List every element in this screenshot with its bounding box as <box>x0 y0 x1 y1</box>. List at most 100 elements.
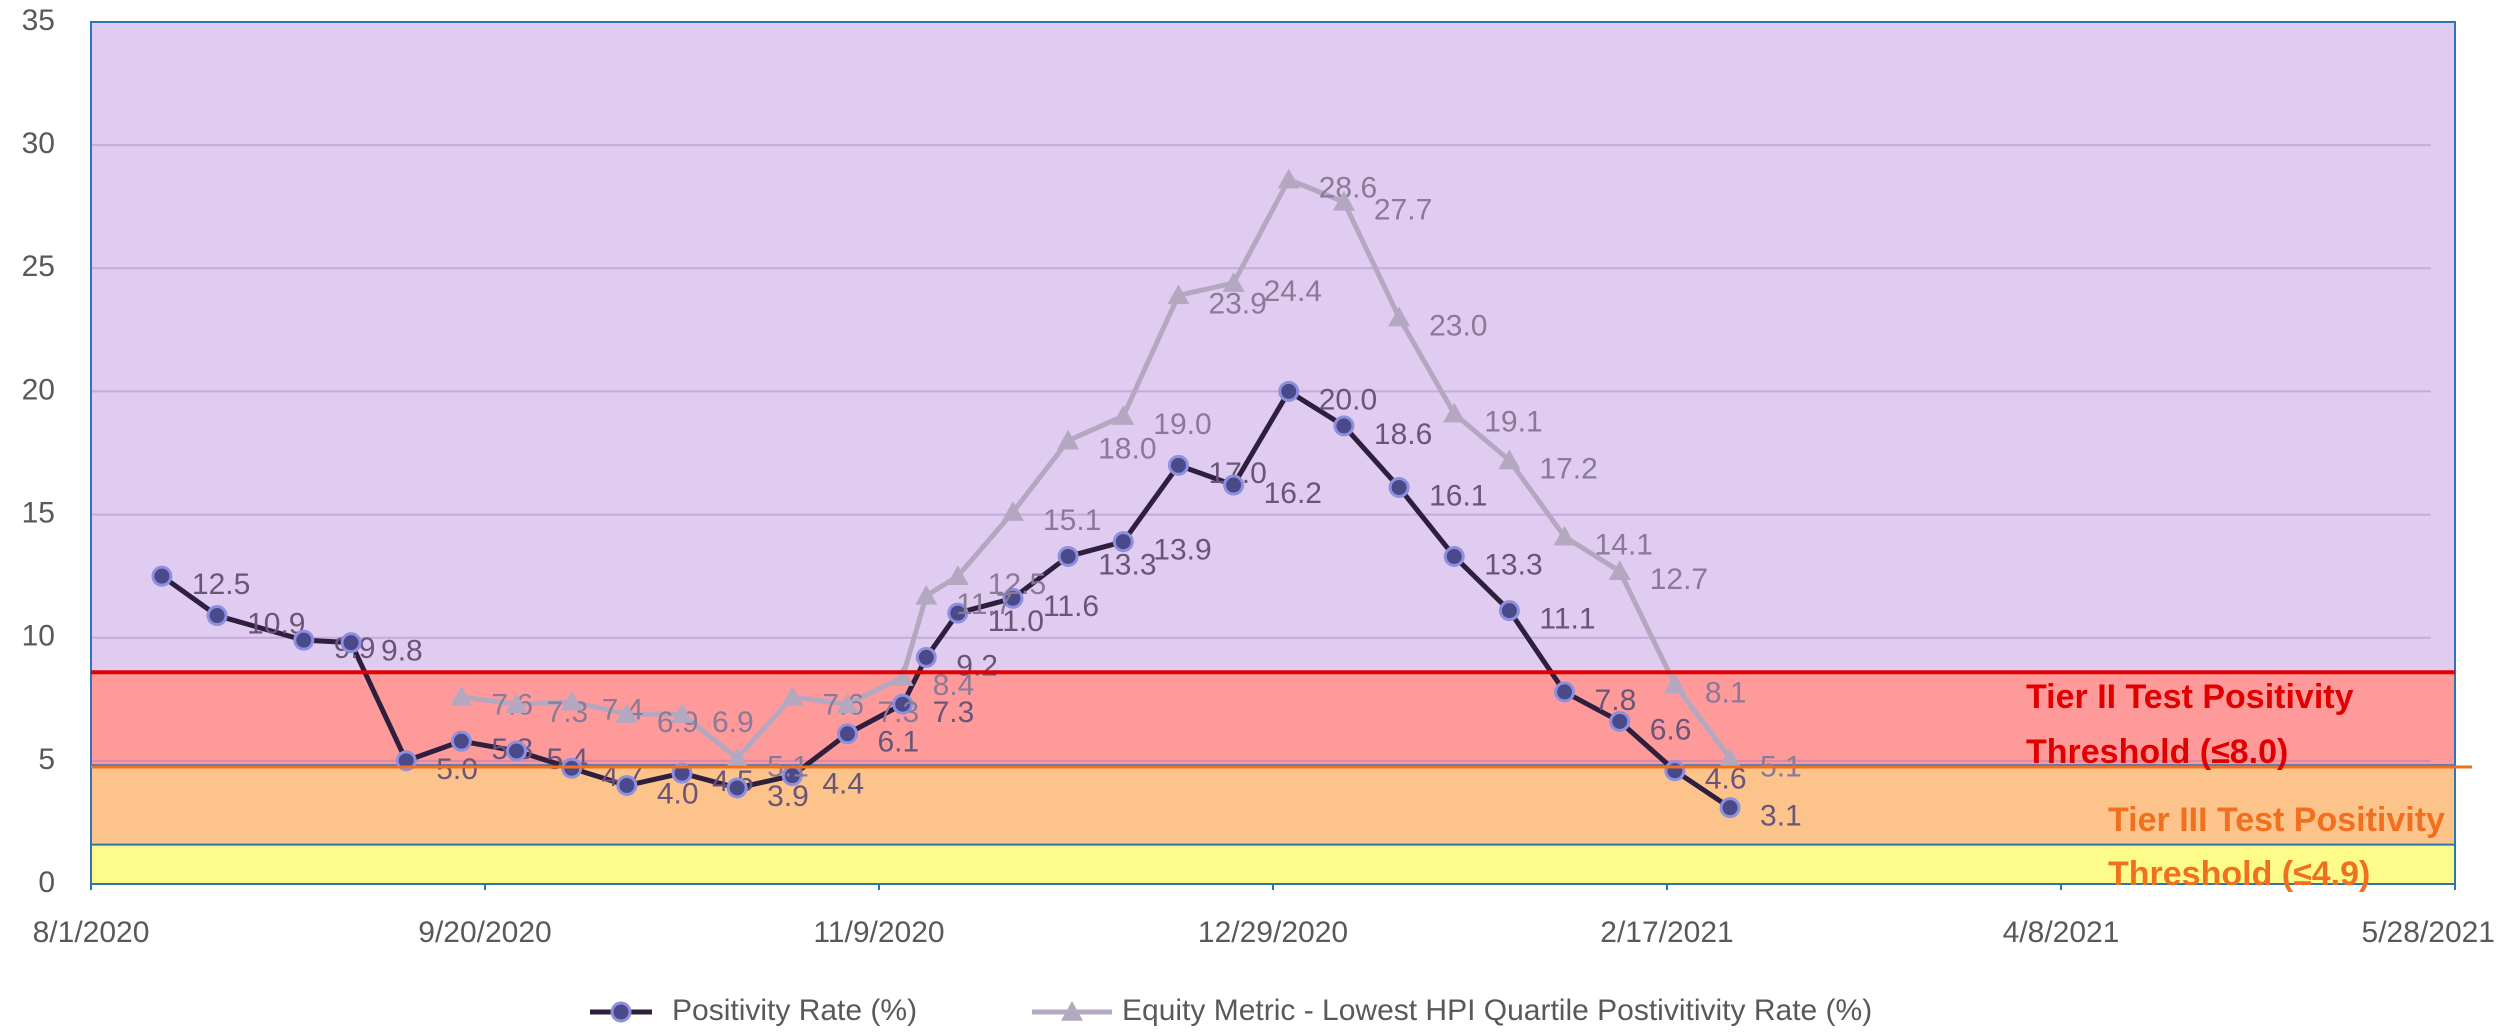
threshold-annotation: Threshold (≤8.0) <box>2026 733 2288 771</box>
data-label: 18.0 <box>1098 433 1156 466</box>
data-label: 13.9 <box>1153 534 1211 567</box>
data-label: 11.1 <box>1539 603 1595 636</box>
data-point <box>1057 545 1079 567</box>
data-point <box>836 723 858 745</box>
threshold-annotation: Tier II Test Positivity <box>2026 678 2354 716</box>
data-label: 6.1 <box>877 726 919 759</box>
data-point <box>891 666 914 686</box>
data-point <box>1719 747 1742 768</box>
threshold-annotation: Tier III Test Positivity <box>2108 801 2445 839</box>
data-point <box>726 747 749 768</box>
x-tick-label: 9/20/2020 <box>418 916 551 949</box>
x-tick-label: 12/29/2020 <box>1198 916 1348 949</box>
data-label: 27.7 <box>1374 194 1432 227</box>
legend-label: Positivity Rate (%) <box>672 994 917 1027</box>
data-point <box>206 605 228 627</box>
data-point <box>1608 560 1631 581</box>
data-point <box>450 685 473 706</box>
data-label: 11.7 <box>956 588 1012 621</box>
x-tick-label: 5/28/2021 <box>2362 916 2495 949</box>
data-label: 3.9 <box>767 780 809 813</box>
data-point <box>1663 673 1686 694</box>
data-label: 6.6 <box>1650 713 1692 746</box>
data-point <box>1333 415 1355 437</box>
data-label: 12.5 <box>192 568 250 601</box>
data-label: 8.1 <box>1705 676 1747 709</box>
data-label: 8.4 <box>933 669 975 702</box>
data-point <box>726 777 748 799</box>
data-point <box>1388 476 1410 498</box>
data-point <box>1112 405 1135 425</box>
data-point <box>781 685 804 706</box>
data-point <box>1664 760 1686 782</box>
data-label: 7.8 <box>1595 684 1637 717</box>
data-label: 6.9 <box>712 706 754 739</box>
data-point <box>1223 474 1245 496</box>
data-label: 3.1 <box>1760 800 1802 833</box>
data-label: 4.0 <box>657 777 699 810</box>
y-tick-label: 20 <box>22 373 55 406</box>
data-point <box>395 750 417 772</box>
y-tick-label: 5 <box>38 743 55 776</box>
data-label: 13.3 <box>1484 548 1542 581</box>
threshold-band <box>91 22 2455 673</box>
data-point <box>1443 545 1465 567</box>
data-point <box>615 703 638 723</box>
data-point <box>450 730 472 752</box>
y-tick-label: 10 <box>22 620 55 653</box>
data-point <box>1277 168 1300 189</box>
data-label: 7.3 <box>877 696 919 729</box>
legend-label: Equity Metric - Lowest HPI Quartile Post… <box>1122 994 1872 1027</box>
threshold-band <box>91 765 2455 845</box>
data-point <box>1498 449 1521 470</box>
data-label: 5.0 <box>436 753 478 786</box>
data-point <box>892 693 914 715</box>
data-point <box>616 774 638 796</box>
data-label: 9.2 <box>956 649 998 682</box>
data-point <box>915 584 938 605</box>
data-point <box>293 629 315 651</box>
data-point <box>1443 402 1466 423</box>
data-point <box>1498 600 1520 622</box>
data-label: 16.1 <box>1429 479 1487 512</box>
data-point <box>1112 531 1134 553</box>
data-label: 13.3 <box>1098 548 1156 581</box>
y-tick-label: 0 <box>38 866 55 899</box>
data-point <box>1719 797 1741 819</box>
data-point <box>340 632 362 654</box>
data-point <box>1001 501 1024 521</box>
data-label: 18.6 <box>1374 418 1432 451</box>
data-label: 20.0 <box>1319 383 1377 416</box>
data-point <box>1554 681 1576 703</box>
data-point <box>1388 306 1411 327</box>
data-point <box>1167 284 1190 305</box>
data-point <box>836 693 859 714</box>
x-tick-label: 8/1/2020 <box>33 916 150 949</box>
y-tick-label: 35 <box>22 4 55 37</box>
data-label: 23.0 <box>1429 309 1487 342</box>
data-label: 23.9 <box>1208 287 1266 320</box>
data-label: 17.2 <box>1539 452 1597 485</box>
data-point <box>915 646 937 668</box>
data-point <box>505 693 528 714</box>
y-tick-label: 15 <box>22 496 55 529</box>
y-tick-label: 30 <box>22 127 55 160</box>
data-point <box>1167 454 1189 476</box>
data-point <box>506 740 528 762</box>
data-label: 19.1 <box>1484 406 1542 439</box>
data-point <box>671 703 693 723</box>
data-point <box>1057 429 1080 450</box>
x-tick-label: 4/8/2021 <box>2003 916 2120 949</box>
data-label: 11.0 <box>988 605 1044 638</box>
data-label: 9.8 <box>381 635 423 668</box>
data-point <box>151 565 173 587</box>
threshold-annotation: Threshold (≤4.9) <box>2108 855 2370 893</box>
data-label: 4.4 <box>822 768 864 801</box>
data-point <box>560 690 583 711</box>
data-point <box>671 762 693 784</box>
legend-marker <box>610 1001 632 1023</box>
data-point <box>1002 587 1024 609</box>
data-point <box>1278 380 1300 402</box>
data-label: 7.3 <box>933 696 975 729</box>
data-label: 11.6 <box>1043 590 1099 623</box>
